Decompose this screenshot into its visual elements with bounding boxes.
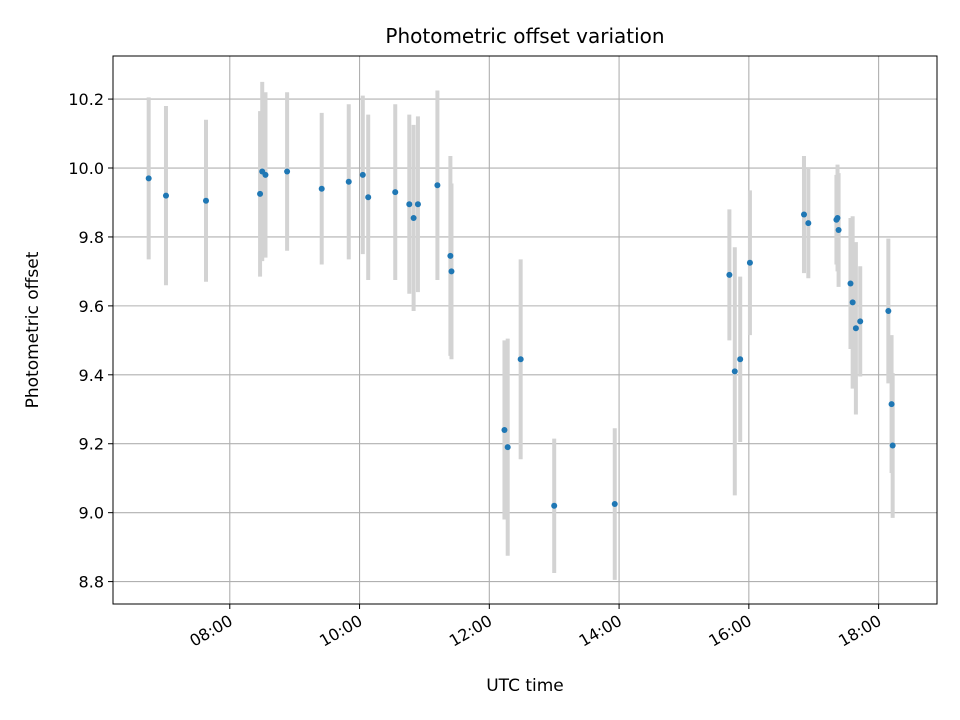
data-point	[145, 175, 152, 182]
x-tick-label: 12:00	[446, 611, 495, 651]
data-point	[284, 168, 291, 175]
data-point	[406, 201, 413, 208]
y-tick-label: 10.2	[68, 90, 104, 109]
data-point	[257, 190, 264, 197]
y-tick-label: 9.8	[79, 228, 104, 247]
data-point	[162, 192, 169, 199]
point-group	[145, 168, 896, 509]
data-point	[888, 401, 895, 408]
data-point	[847, 280, 854, 287]
data-point	[746, 259, 753, 266]
data-point	[800, 211, 807, 218]
y-tick-label: 10.0	[68, 159, 104, 178]
plot-frame	[112, 55, 938, 605]
data-point	[885, 308, 892, 315]
data-point	[726, 271, 733, 278]
data-point	[504, 444, 511, 451]
data-point	[611, 501, 618, 508]
data-point	[447, 252, 454, 259]
data-point	[345, 178, 352, 185]
x-axis-title: UTC time	[486, 676, 564, 696]
data-point	[318, 185, 325, 192]
grid-lines	[113, 56, 937, 604]
data-point	[834, 214, 841, 221]
y-axis-title: Photometric offset	[23, 251, 43, 408]
data-point	[448, 268, 455, 275]
data-point	[517, 356, 524, 363]
data-point	[737, 356, 744, 363]
data-point	[889, 442, 896, 449]
y-tick-label: 9.2	[79, 435, 104, 454]
y-tick-label: 9.0	[79, 504, 104, 523]
data-point	[857, 318, 864, 325]
data-point	[365, 194, 372, 201]
errorbar-group	[146, 81, 895, 580]
data-point	[805, 220, 812, 227]
x-tick-label: 14:00	[576, 611, 625, 651]
x-tick-label: 10:00	[316, 611, 365, 651]
data-point	[551, 502, 558, 509]
data-point	[410, 214, 417, 221]
y-tick-label: 8.8	[79, 573, 104, 592]
data-point	[731, 368, 738, 375]
data-point	[359, 171, 366, 178]
data-point	[852, 325, 859, 332]
y-axis: 8.8 9.0 9.2 9.4 9.6 9.8 10.0 10.2	[68, 90, 113, 592]
data-point	[835, 227, 842, 234]
data-point	[849, 299, 856, 306]
y-tick-label: 9.6	[79, 297, 104, 316]
data-point	[392, 189, 399, 196]
data-point	[262, 171, 269, 178]
y-tick-label: 9.4	[79, 366, 104, 385]
x-tick-label: 18:00	[835, 611, 884, 651]
x-axis: 08:00 10:00 12:00 14:00 16:00 18:00	[186, 604, 885, 651]
x-tick-label: 08:00	[186, 611, 235, 651]
data-point	[434, 182, 441, 189]
data-point	[414, 201, 421, 208]
data-point	[501, 426, 508, 433]
data-point	[202, 197, 209, 204]
x-tick-label: 16:00	[705, 611, 754, 651]
chart-title: Photometric offset variation	[385, 24, 664, 48]
